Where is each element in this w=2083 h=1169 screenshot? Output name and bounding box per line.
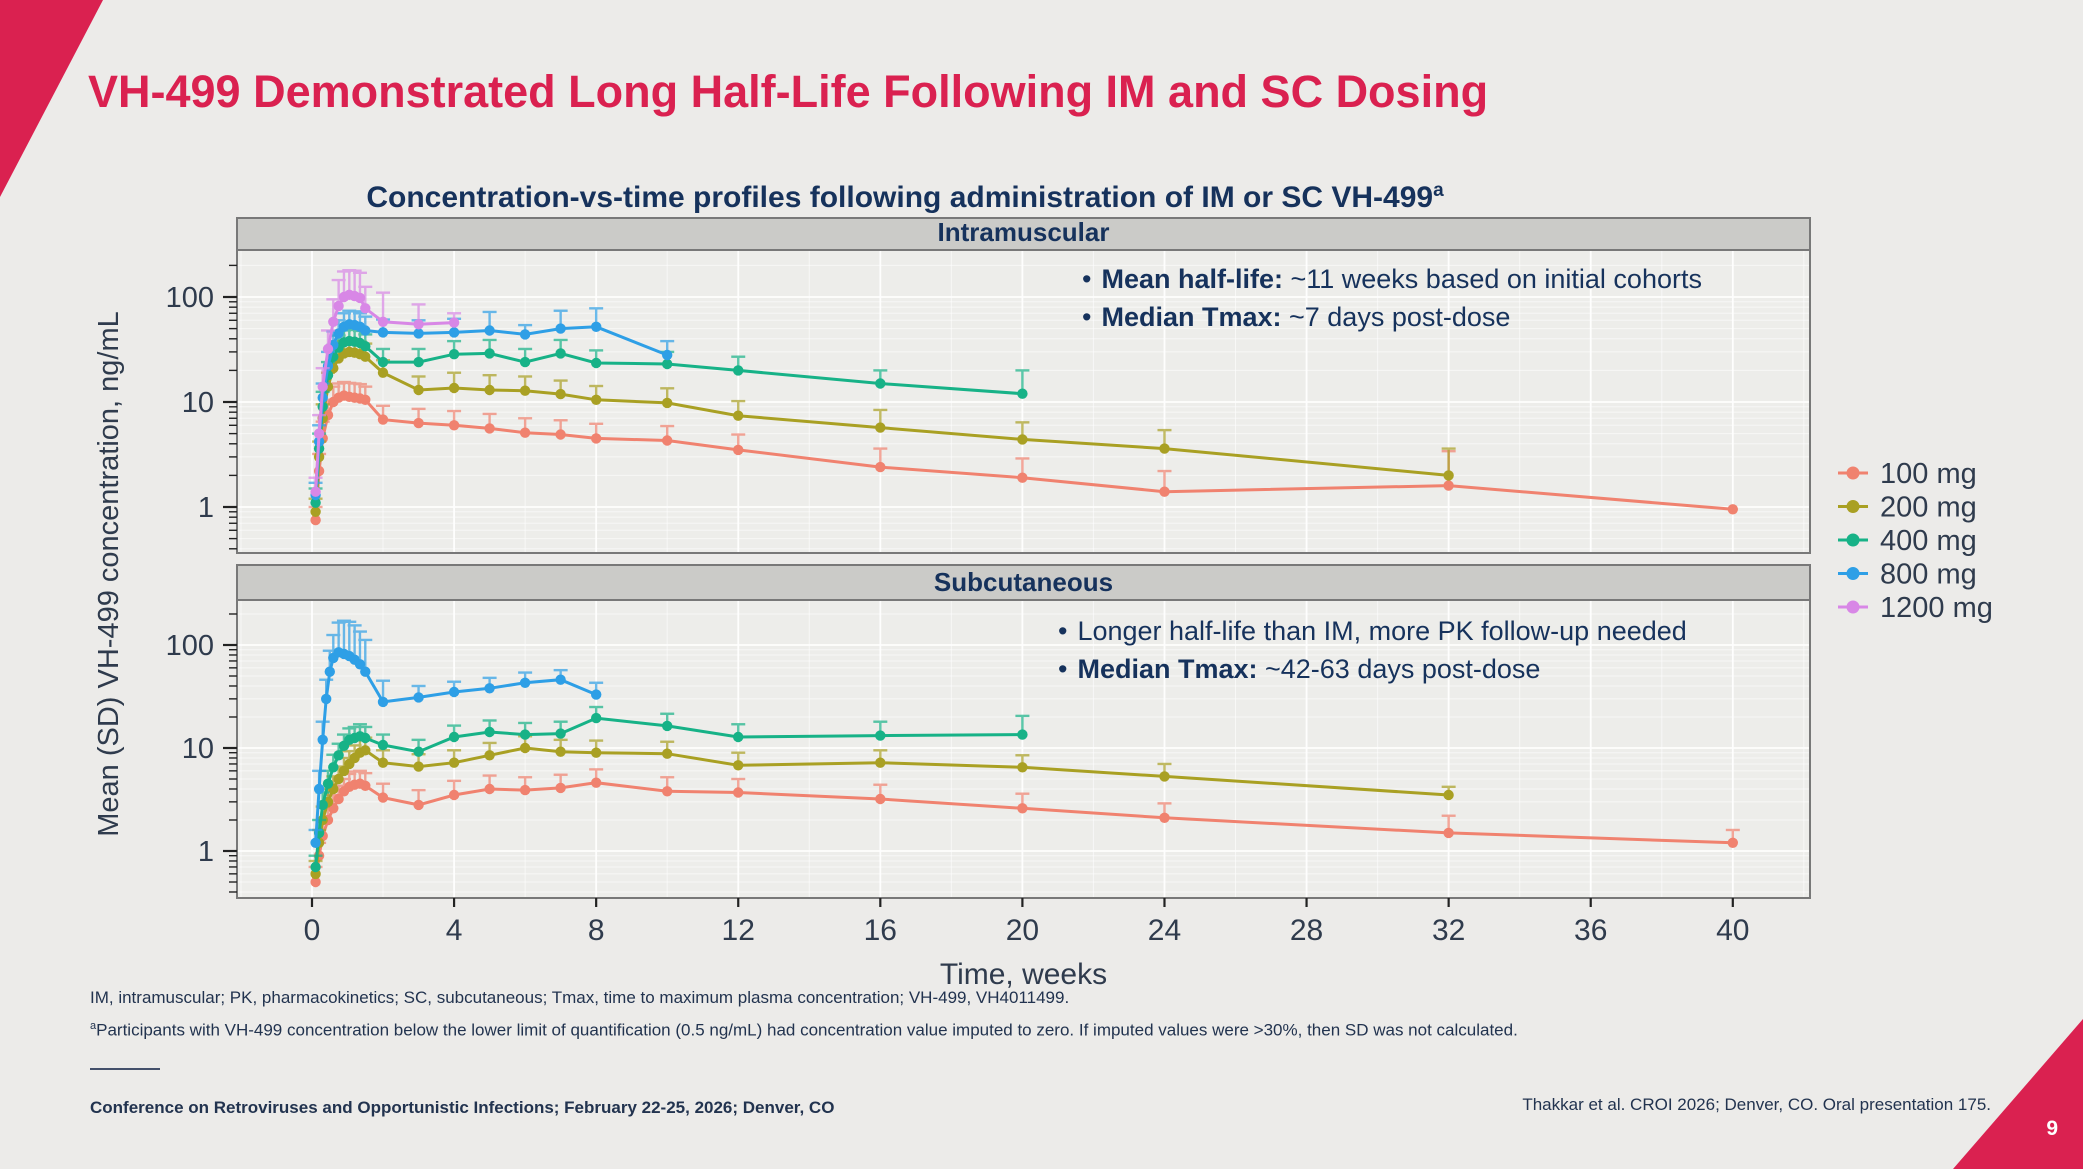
x-tick-label: 40 <box>1716 914 1749 947</box>
legend-marker-icon <box>1846 600 1860 614</box>
legend-marker-icon <box>1846 567 1860 580</box>
series-100-mg <box>308 768 1740 888</box>
legend-marker-icon <box>1846 533 1860 547</box>
footnote-a: aParticipants with VH-499 concentration … <box>90 1020 1518 1041</box>
legend-marker-icon <box>1846 500 1860 513</box>
bullet-icon: • <box>1058 616 1068 646</box>
facet-subcutaneous: Subcutaneous 1 10 100 <box>166 564 1811 899</box>
chart-title-superscript: a <box>1433 180 1444 201</box>
x-tick-label: 32 <box>1432 914 1465 947</box>
footer-divider <box>90 1068 160 1070</box>
legend-label: 100 mg <box>1880 458 1977 490</box>
y-tick-label: 1 <box>198 836 214 868</box>
x-tick-label: 0 <box>304 914 321 947</box>
sc-annotations: • Longer half-life than IM, more PK follo… <box>1058 612 1687 688</box>
annotation-bold: Mean half-life: <box>1101 264 1283 294</box>
slide-title: VH-499 Demonstrated Long Half-Life Follo… <box>88 66 1489 117</box>
citation-footer: Thakkar et al. CROI 2026; Denver, CO. Or… <box>1522 1095 1991 1114</box>
series-1200-mg <box>308 268 462 497</box>
legend-label: 1200 mg <box>1880 592 1993 624</box>
bullet-icon: • <box>1058 654 1068 684</box>
annotation-text: ~11 weeks based on initial cohorts <box>1282 264 1702 294</box>
footnote-a-marker: a <box>90 1020 97 1032</box>
x-tick-label: 24 <box>1148 914 1181 947</box>
bullet-icon: • <box>1082 302 1092 332</box>
y-tick-label: 10 <box>182 733 214 765</box>
annotation-bold: Median Tmax: <box>1101 302 1282 332</box>
series-800-mg <box>308 619 604 848</box>
series-400-mg <box>308 705 1030 873</box>
legend-label: 800 mg <box>1880 559 1977 591</box>
conference-footer: Conference on Retroviruses and Opportuni… <box>90 1098 835 1117</box>
y-tick-label: 100 <box>166 282 214 314</box>
annotation-line: • Median Tmax: ~7 days post-dose <box>1082 298 1702 336</box>
footnote-abbreviations: IM, intramuscular; PK, pharmacokinetics;… <box>90 988 1070 1007</box>
series-100-mg <box>308 380 1739 526</box>
x-tick-label: 16 <box>864 914 897 947</box>
x-tick-label: 12 <box>722 914 755 947</box>
x-tick-label: 8 <box>588 914 605 947</box>
annotation-text: Longer half-life than IM, more PK follow… <box>1077 616 1687 646</box>
footnote-a-text: Participants with VH-499 concentration b… <box>96 1020 1518 1040</box>
y-tick-label: 10 <box>182 387 214 419</box>
legend-marker-icon <box>1846 466 1860 480</box>
chart-title: Concentration-vs-time profiles following… <box>0 180 1810 215</box>
bullet-icon: • <box>1082 264 1092 294</box>
y-tick-label: 100 <box>166 630 214 662</box>
im-annotations: • Mean half-life: ~11 weeks based on init… <box>1082 260 1702 336</box>
y-tick-label: 1 <box>198 492 214 524</box>
legend-label: 400 mg <box>1880 525 1977 557</box>
chart-title-text: Concentration-vs-time profiles following… <box>366 181 1434 214</box>
facet-intramuscular: Intramuscular 1 10 100 <box>166 217 1811 554</box>
page-number: 9 <box>2046 1117 2058 1140</box>
annotation-text: ~42-63 days post-dose <box>1257 654 1541 684</box>
x-tick-label: 4 <box>446 914 463 947</box>
facet-strip-title: Intramuscular <box>938 217 1110 247</box>
annotation-line: • Longer half-life than IM, more PK follo… <box>1058 612 1687 650</box>
facet-strip-title: Subcutaneous <box>934 567 1113 597</box>
x-axis-title: Time, weeks <box>940 958 1107 991</box>
x-tick-label: 36 <box>1574 914 1607 947</box>
legend-label: 200 mg <box>1880 492 1977 524</box>
y-axis-title: Mean (SD) VH-499 concentration, ng/mL <box>93 311 125 836</box>
annotation-line: • Mean half-life: ~11 weeks based on init… <box>1082 260 1702 298</box>
series-200-mg <box>308 735 1456 880</box>
series-800-mg <box>308 307 675 501</box>
annotation-line: • Median Tmax: ~42-63 days post-dose <box>1058 650 1687 688</box>
annotation-bold: Median Tmax: <box>1077 654 1258 684</box>
x-tick-label: 20 <box>1006 914 1039 947</box>
x-tick-label: 28 <box>1290 914 1323 947</box>
annotation-text: ~7 days post-dose <box>1281 302 1511 332</box>
